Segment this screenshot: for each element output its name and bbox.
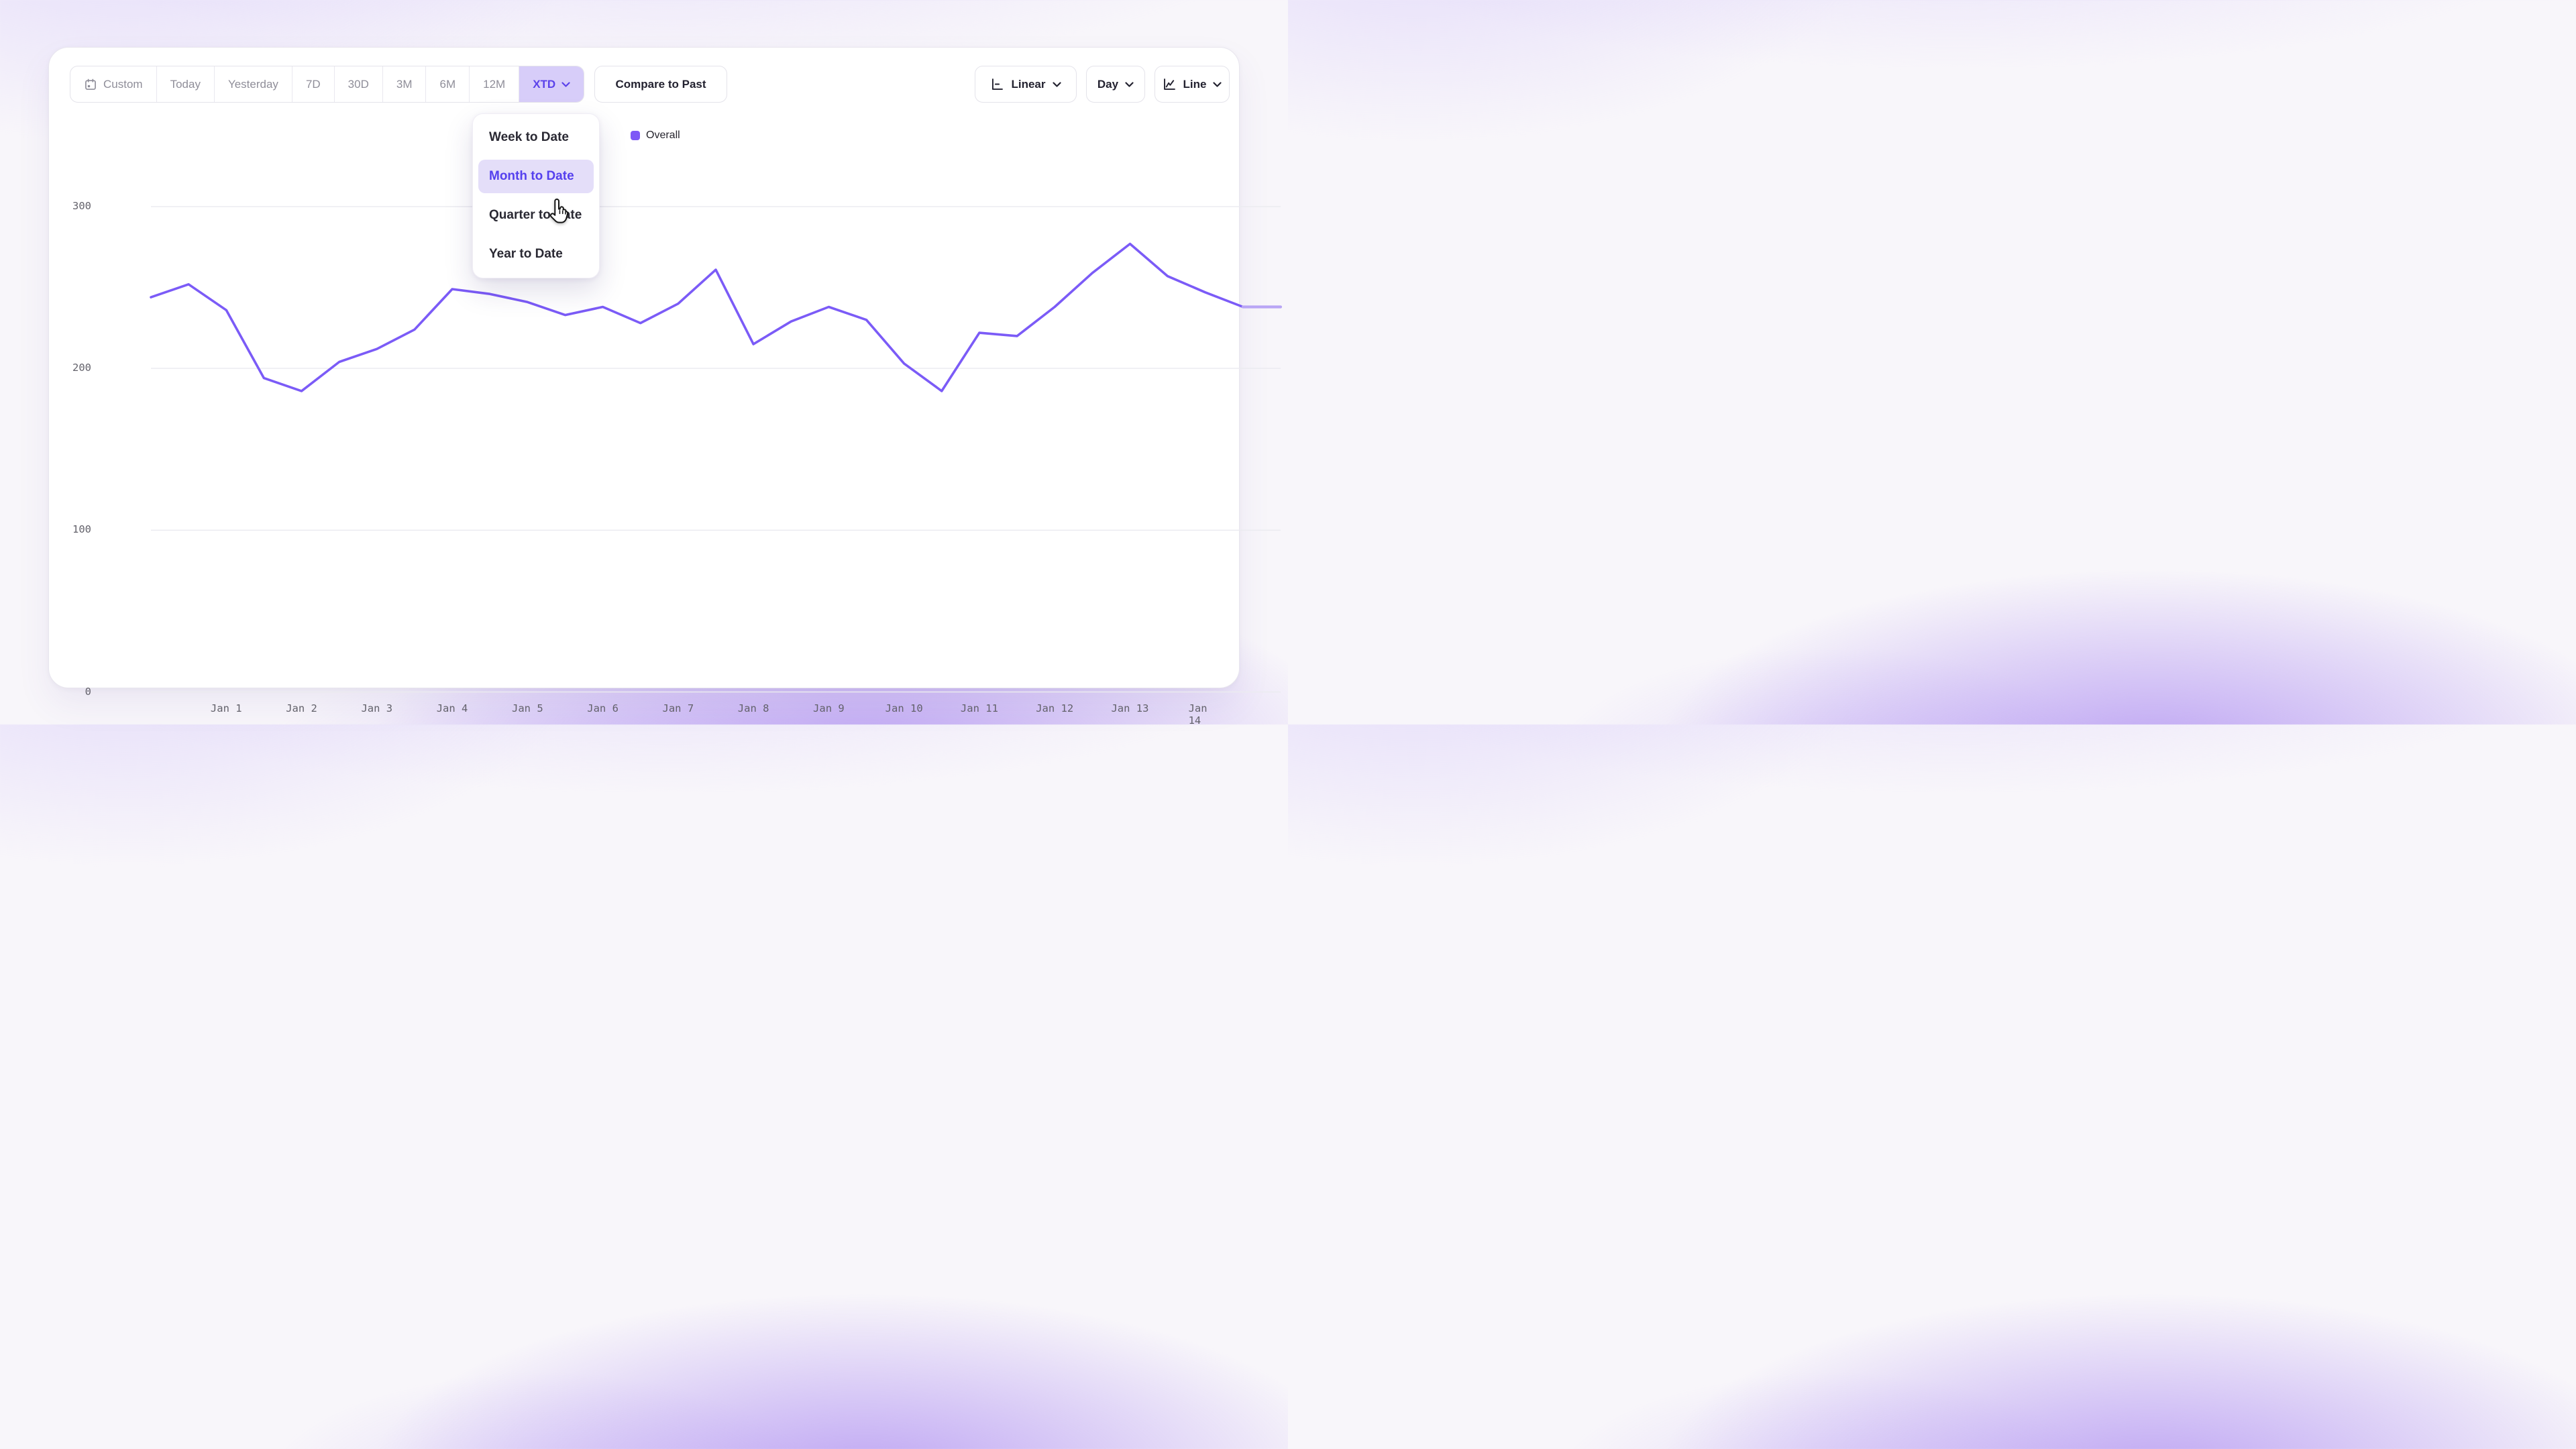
range-xtd-button[interactable]: XTD [519,66,584,102]
range-30d-button[interactable]: 30D [335,66,383,102]
range-label: XTD [533,77,556,91]
x-tick-label-jan-5: Jan 5 [511,702,543,714]
compare-to-past-label: Compare to Past [615,77,706,91]
dropdown-item-label: Month to Date [489,169,574,183]
range-today-button[interactable]: Today [157,66,215,102]
linear-scale-icon [990,77,1004,91]
dropdown-item-quarter-to-date[interactable]: Quarter to Date [478,199,594,232]
chevron-down-icon [1052,81,1061,87]
chevron-down-icon [561,81,570,87]
mouse-cursor-pointer [549,198,569,223]
series-line-overall [150,242,1244,392]
legend-swatch-overall [631,131,640,140]
granularity-select-label: Day [1097,77,1119,91]
dropdown-item-year-to-date[interactable]: Year to Date [478,237,594,271]
range-label: Yesterday [227,77,278,91]
chart-type-select-label: Line [1183,77,1207,91]
x-tick-label-jan-2: Jan 2 [286,702,317,714]
x-tick-label-jan-4: Jan 4 [436,702,468,714]
range-yesterday-button[interactable]: Yesterday [215,66,292,102]
chart-type-select[interactable]: Line [1155,66,1230,103]
range-label: 7D [305,77,321,91]
scale-select-label: Linear [1011,77,1046,91]
range-label: Custom [103,77,143,91]
x-tick-label-jan-7: Jan 7 [662,702,694,714]
page-background: Custom Today Yesterday 7D 30D 3M 6M 12M [0,0,1288,727]
dropdown-item-week-to-date[interactable]: Week to Date [478,121,594,154]
x-tick-label-jan-6: Jan 6 [587,702,619,714]
range-label: 6M [439,77,456,91]
legend-label: Overall [646,129,680,141]
dropdown-item-label: Week to Date [489,130,569,144]
granularity-select[interactable]: Day [1086,66,1145,103]
compare-to-past-button[interactable]: Compare to Past [594,66,727,103]
scale-select[interactable]: Linear [975,66,1077,103]
xtd-dropdown-menu: Week to Date Month to Date Quarter to Da… [472,113,600,278]
x-tick-label-jan-9: Jan 9 [813,702,845,714]
x-tick-label-jan-13: Jan 13 [1111,702,1149,714]
line-chart-icon [1163,77,1177,91]
range-label: 12M [483,77,506,91]
range-6m-button[interactable]: 6M [426,66,470,102]
y-tick-label-200: 200 [72,362,91,374]
range-7d-button[interactable]: 7D [292,66,335,102]
y-tick-label-300: 300 [72,200,91,212]
range-label: Today [170,77,201,91]
range-12m-button[interactable]: 12M [470,66,520,102]
date-range-group: Custom Today Yesterday 7D 30D 3M 6M 12M [70,66,585,103]
chart-svg[interactable] [150,202,1283,704]
x-tick-label-jan-14: Jan 14 [1188,702,1208,727]
y-tick-label-100: 100 [72,523,91,536]
x-tick-label-jan-12: Jan 12 [1036,702,1074,714]
x-tick-label-jan-3: Jan 3 [361,702,393,714]
range-label: 3M [396,77,413,91]
x-tick-label-jan-8: Jan 8 [737,702,769,714]
range-3m-button[interactable]: 3M [383,66,427,102]
y-tick-label-0: 0 [85,685,91,698]
chevron-down-icon [1213,81,1222,87]
chevron-down-icon [1125,81,1134,87]
range-custom-button[interactable]: Custom [70,66,157,102]
dropdown-item-label: Year to Date [489,247,563,261]
legend[interactable]: Overall [631,129,680,142]
dropdown-item-month-to-date[interactable]: Month to Date [478,160,594,193]
calendar-icon [84,78,97,91]
range-label: 30D [347,77,369,91]
x-tick-label-jan-11: Jan 11 [960,702,998,714]
x-tick-label-jan-10: Jan 10 [885,702,923,714]
x-tick-label-jan-1: Jan 1 [210,702,242,714]
analytics-card: Custom Today Yesterday 7D 30D 3M 6M 12M [48,47,1283,727]
